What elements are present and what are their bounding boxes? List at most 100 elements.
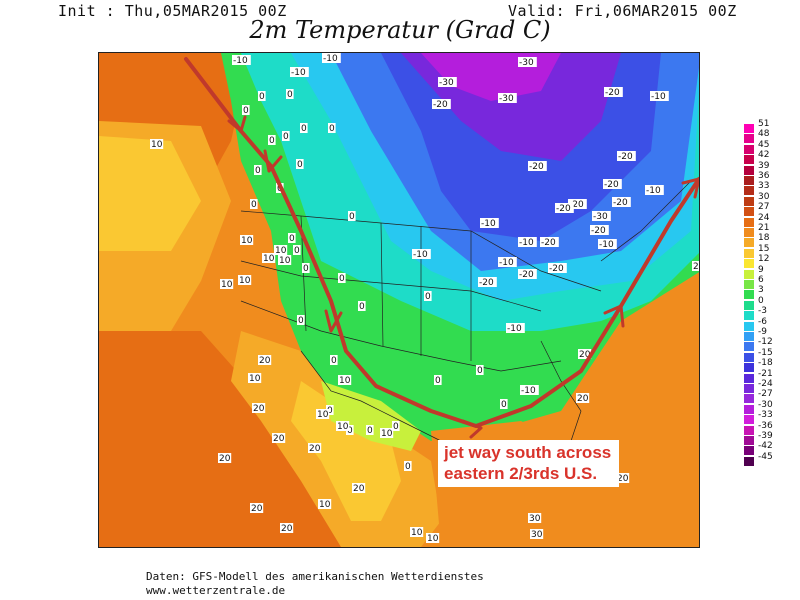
temperature-label: 0 [297, 160, 303, 170]
temperature-label-bg [358, 301, 366, 311]
legend-swatch [744, 456, 754, 466]
legend-tick: 45 [758, 139, 770, 150]
legend-swatch [744, 186, 754, 196]
temperature-label: 0 [405, 462, 411, 472]
temperature-label: 20 [251, 504, 263, 514]
temperature-label-bg [498, 93, 517, 103]
temperature-label-bg [412, 249, 431, 259]
temperature-label: 20 [219, 454, 231, 464]
temperature-label: -20 [479, 278, 494, 288]
temperature-label: 0 [339, 274, 345, 284]
temperature-label-bg [252, 403, 266, 413]
temperature-label-bg [500, 399, 508, 409]
temperature-label-bg [274, 245, 288, 255]
temperature-label: -10 [481, 219, 496, 229]
temperature-label-bg [150, 139, 164, 149]
legend-swatch [744, 165, 754, 175]
temperature-label-bg [548, 263, 567, 273]
legend-swatch [744, 342, 754, 352]
temperature-label-bg [322, 53, 341, 63]
temperature-label: 0 [269, 136, 275, 146]
legend-tick: -36 [758, 420, 773, 431]
temperature-label-bg [268, 135, 276, 145]
temperature-label-bg [555, 203, 574, 213]
temperature-label-bg [590, 225, 609, 235]
jet-stream-arrow [184, 57, 699, 439]
temperature-label-bg [530, 529, 544, 539]
temperature-label-bg [218, 453, 232, 463]
legend-tick: -42 [758, 441, 773, 452]
temperature-label: 0 [243, 106, 249, 116]
legend-swatch [744, 248, 754, 258]
temperature-label: -10 [599, 240, 614, 250]
temperature-label: -20 [541, 238, 556, 248]
temperature-label-bg [280, 523, 294, 533]
map-canvas: -10-10-10-30-30-20-30-20 -100000000001010… [99, 53, 699, 547]
legend-swatch [744, 155, 754, 165]
temperature-label-bg [352, 483, 366, 493]
legend-tick: -39 [758, 431, 773, 441]
annotation-line-2: eastern 2/3rds U.S. [444, 464, 598, 483]
temperature-label: 20 [253, 404, 265, 414]
legend-tick: -45 [758, 451, 773, 462]
legend-tick: 3 [758, 285, 764, 296]
temperature-label-bg [248, 373, 262, 383]
legend-tick: 36 [758, 171, 770, 181]
temperature-label: 20 [353, 484, 365, 494]
temperature-label: 10 [263, 254, 275, 264]
legend-swatch [744, 290, 754, 300]
temperature-label: 20 [617, 474, 629, 484]
legend-tick: 0 [758, 295, 764, 306]
temperature-label-bg [480, 218, 499, 228]
temperature-label: -10 [651, 92, 666, 102]
legend-swatch [744, 259, 754, 269]
texas-green [321, 381, 421, 451]
temperature-label-bg [434, 375, 442, 385]
legend-swatch [744, 415, 754, 425]
temperature-label: 0 [367, 426, 373, 436]
temperature-label-bg [432, 99, 451, 109]
temperature-label-bg [568, 199, 587, 209]
temperature-label: -20 [605, 88, 620, 98]
temperature-label-bg [288, 233, 296, 243]
temperature-label: 0 [255, 166, 261, 176]
temperature-label: 20 [309, 444, 321, 454]
temperature-label: 10 [381, 429, 393, 439]
temperature-label-bg [438, 77, 457, 87]
legend-tick: -3 [758, 306, 767, 317]
temperature-label-bg [380, 428, 394, 438]
temperature-label-bg [316, 409, 330, 419]
temperature-label-bg [272, 433, 286, 443]
temperature-label-bg [576, 393, 590, 403]
temperature-label: -20 [519, 270, 534, 280]
temperature-label-bg [254, 165, 262, 175]
temperature-label-bg [424, 291, 432, 301]
temperature-label: 10 [317, 410, 329, 420]
temperature-label-bg [232, 55, 251, 65]
temperature-label: -10 [507, 324, 522, 334]
temperature-label-bg [326, 405, 334, 415]
temperature-label: -30 [499, 94, 514, 104]
temperature-label: 0 [501, 400, 507, 410]
temperature-label: -20 [569, 200, 584, 210]
legend-tick: 6 [758, 275, 764, 285]
legend-tick: 51 [758, 119, 770, 129]
temperature-label-bg [692, 261, 699, 271]
legend-tick: 15 [758, 243, 770, 254]
temperature-label-bg [616, 473, 630, 483]
legend-tick: -33 [758, 410, 773, 421]
temperature-label: 0 [425, 292, 431, 302]
temperature-label-bg [604, 87, 623, 97]
legend-swatch [744, 196, 754, 206]
temperature-labels: -10-10-10-30-30-20-30-20 -100000000001010… [150, 53, 699, 544]
legend-swatch [744, 207, 754, 217]
legend-swatch [744, 321, 754, 331]
temperature-label-bg [348, 211, 356, 221]
temperature-label-bg [645, 185, 664, 195]
temperature-label: 0 [289, 234, 295, 244]
temperature-label: -20 [433, 100, 448, 110]
temperature-label: 10 [427, 534, 439, 544]
temperature-label: 20 [577, 394, 589, 404]
temperature-label: 20 [693, 262, 699, 272]
temperature-label-bg [528, 513, 542, 523]
